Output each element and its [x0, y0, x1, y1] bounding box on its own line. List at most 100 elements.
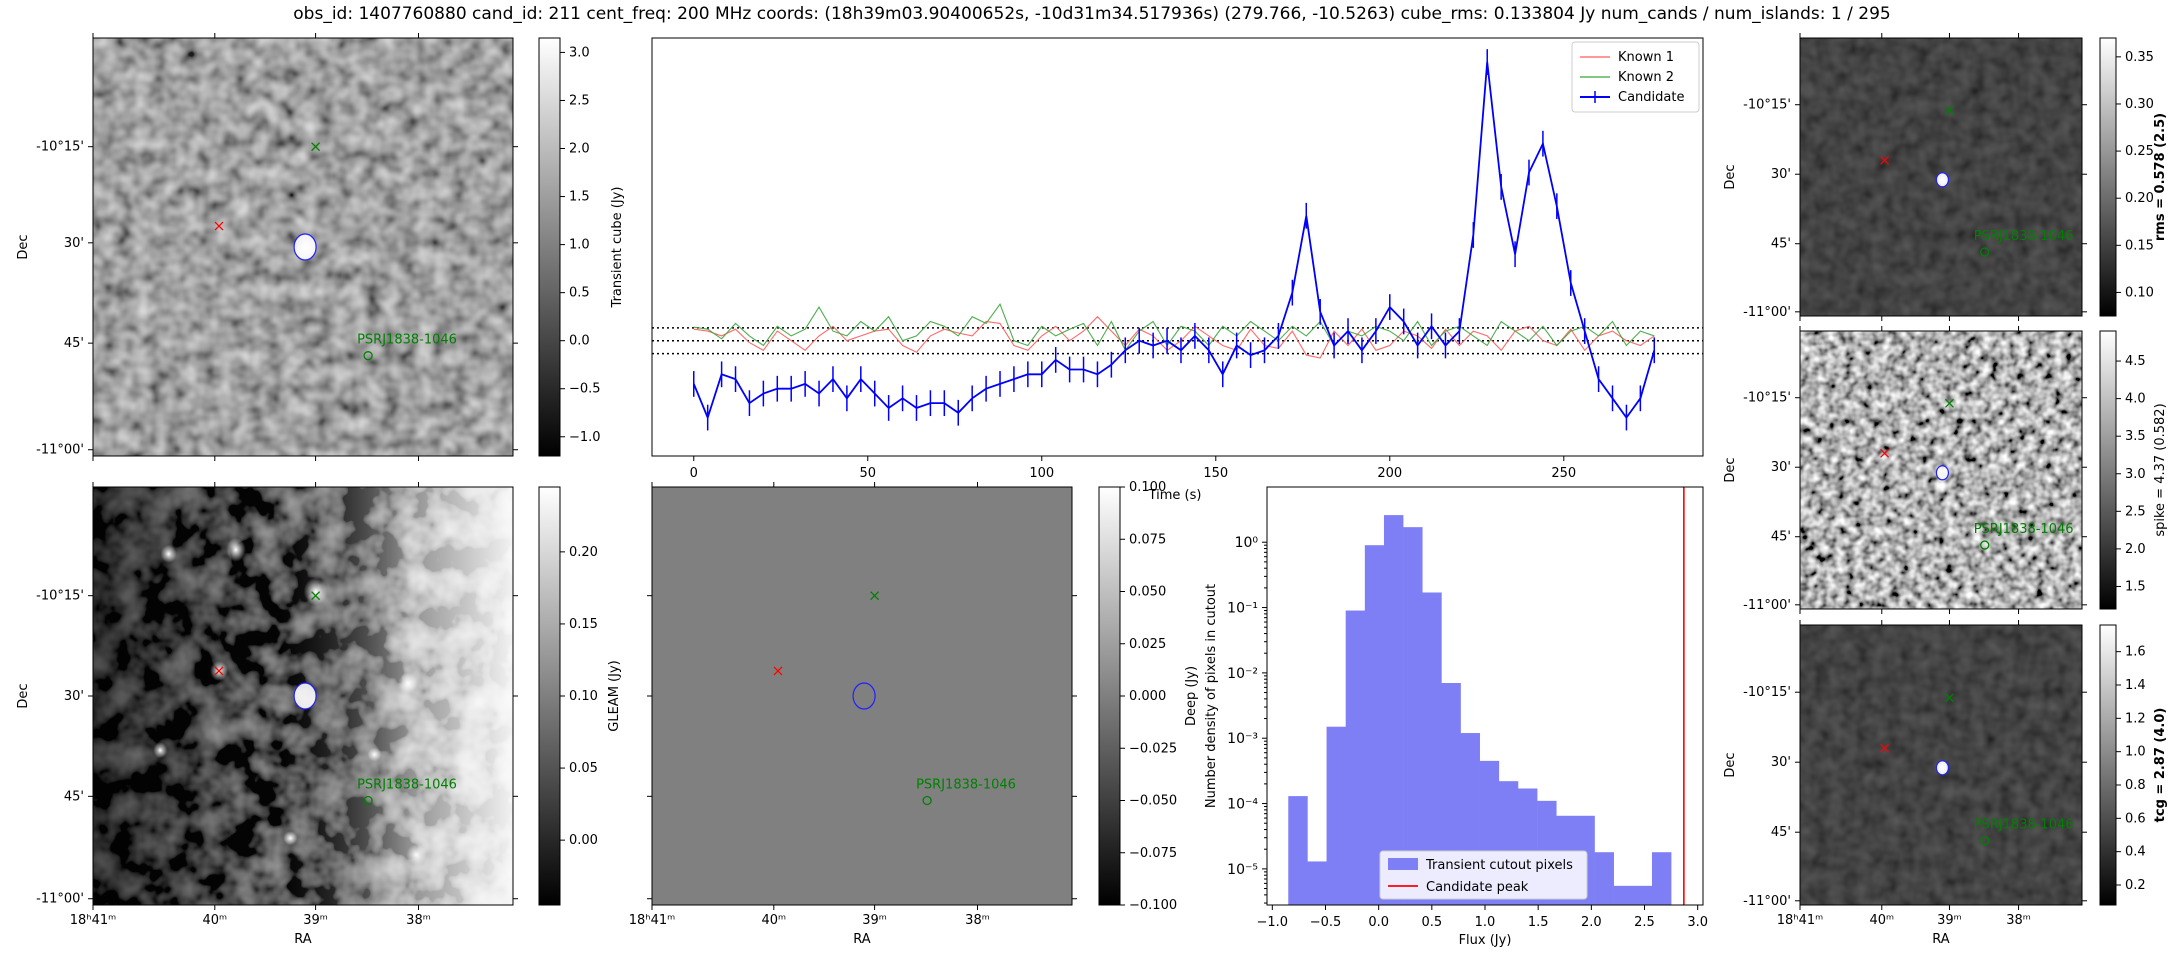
x-tick-label: 2.0 — [1581, 915, 1602, 930]
tcg-cutout-image — [1800, 625, 2082, 905]
red-cross-marker — [214, 666, 224, 676]
deep-colorbar: 0.100 0.075 0.050 0.025 0.000 −0.025 −0.050 −0.… — [1098, 480, 1199, 913]
gleam-colorbar: 0.20 0.15 0.10 0.05 0.00 GLEAM (Jy) — [538, 486, 622, 906]
rms-colorbar: 0.35 0.30 0.25 0.20 0.15 0.10 rms = 0.578 (2.5… — [2099, 37, 2168, 317]
gleam-cutout: PSRJ1838-1046 -10°15' 30' 45' -11°00' Dec 18ʰ4… — [16, 482, 518, 947]
green-cross-marker — [870, 591, 880, 601]
lightcurve-legend: Known 1 Known 2 Candidate — [1571, 41, 1700, 113]
pulsar-marker — [1980, 247, 1990, 257]
x-tick-label: 1.0 — [1475, 915, 1496, 930]
dec-tick-label: 30' — [1771, 460, 1791, 475]
gleam-cutout-bright-source — [160, 544, 177, 563]
dec-tick-label: -11°00' — [36, 443, 84, 458]
colorbar-tick-label: 0.25 — [2125, 144, 2154, 159]
x-tick-label: 100 — [1029, 466, 1054, 481]
x-tick-label: 250 — [1551, 466, 1576, 481]
histogram-bar — [1326, 726, 1346, 905]
legend-label: Known 2 — [1618, 70, 1674, 85]
colorbar-tick-label: 0.30 — [2125, 97, 2154, 112]
deep-colorbar-label: Deep (Jy) — [1184, 666, 1199, 726]
green-cross-marker — [1945, 693, 1954, 703]
pulsar-label: PSRJ1838-1046 — [357, 333, 457, 348]
colorbar-tick-label: 0.20 — [2125, 191, 2154, 206]
histogram-bar — [1383, 515, 1404, 905]
dec-axis-label: Dec — [16, 683, 31, 708]
legend-swatch — [1388, 858, 1418, 870]
transient_cube-colorbar-gradient — [538, 37, 561, 457]
figure-title: obs_id: 1407760880 cand_id: 211 cent_fre… — [293, 4, 1891, 24]
x-axis-label: Flux (Jy) — [1459, 933, 1512, 948]
colorbar-tick-label: −0.5 — [569, 382, 601, 397]
dec-tick-label: 45' — [1771, 825, 1791, 840]
colorbar-tick-label: 1.2 — [2125, 711, 2146, 726]
dec-tick-label: 45' — [64, 336, 84, 351]
gleam-cutout-image — [93, 487, 513, 905]
ra-axis-label: RA — [294, 932, 312, 947]
x-tick-label: 3.0 — [1687, 915, 1708, 930]
legend-box — [1379, 850, 1588, 900]
colorbar-tick-label: 4.0 — [2125, 392, 2146, 407]
tcg-cutout: PSRJ1838-1046 -10°15' 30' 45' -11°00' Dec 18ʰ4… — [1723, 620, 2087, 947]
gleam-cutout-bright-source — [283, 831, 298, 846]
colorbar-tick-label: −0.050 — [1129, 794, 1177, 809]
candidate-contour — [1935, 172, 1950, 188]
colorbar-tick-label: 0.0 — [569, 334, 590, 349]
histogram-bar — [1422, 592, 1442, 905]
dec-tick-label: 30' — [1771, 755, 1791, 770]
y-tick-label: 10⁻¹ — [1227, 601, 1258, 617]
tcg-colorbar: 1.6 1.4 1.2 1.0 0.8 0.6 0.4 0.2 tcg = 2.87 (4.0) — [2099, 624, 2168, 906]
spike-colorbar-gradient — [2099, 330, 2117, 610]
gleam-cutout-bright-source — [398, 672, 418, 695]
dec-tick-label: -11°00' — [1743, 305, 1791, 320]
tcg-colorbar-gradient — [2099, 624, 2117, 906]
colorbar-tick-label: 0.000 — [1129, 689, 1166, 704]
ra-tick-label: 40ᵐ — [202, 913, 227, 928]
colorbar-tick-label: 1.5 — [2125, 579, 2146, 594]
transient_cube-colorbar: 3.0 2.5 2.0 1.5 1.0 0.5 0.0 −0.5 −1.0 Transient c… — [538, 37, 625, 457]
legend-label: Transient cutout pixels — [1425, 858, 1573, 873]
dec-tick-label: -10°15' — [1743, 685, 1791, 700]
ra-tick-label: 39ᵐ — [862, 913, 887, 928]
dec-axis-label: Dec — [1723, 752, 1738, 777]
dec-tick-label: -11°00' — [1743, 894, 1791, 909]
series-line-known-2 — [693, 303, 1655, 352]
red-cross-marker — [1880, 743, 1890, 753]
dec-tick-label: -11°00' — [1743, 598, 1791, 613]
colorbar-tick-label: 0.5 — [569, 286, 590, 301]
x-tick-label: 50 — [859, 466, 876, 481]
ra-tick-label: 18ʰ41ᵐ — [1777, 913, 1823, 928]
pulsar-label: PSRJ1838-1046 — [1974, 229, 2074, 244]
rms-cutout-image — [1800, 38, 2082, 316]
gleam-colorbar-label: GLEAM (Jy) — [607, 660, 622, 731]
spike-colorbar: 4.5 4.0 3.5 3.0 2.5 2.0 1.5 spike = 4.37 (0.582… — [2099, 330, 2168, 610]
x-tick-label: −1.0 — [1257, 915, 1289, 930]
y-axis-label: Number density of pixels in cutout — [1204, 584, 1219, 808]
green-cross-marker — [311, 591, 321, 601]
ra-tick-label: 40ᵐ — [761, 913, 786, 928]
colorbar-tick-label: 2.5 — [569, 93, 590, 108]
histogram-bar — [1403, 527, 1423, 905]
candidate-contour — [1935, 760, 1950, 776]
ra-tick-label: 38ᵐ — [965, 913, 990, 928]
colorbar-tick-label: 0.075 — [1129, 532, 1166, 547]
colorbar-tick-label: 0.2 — [2125, 878, 2146, 893]
pulsar-marker — [922, 795, 932, 806]
colorbar-tick-label: 0.00 — [569, 833, 598, 848]
ra-axis-label: RA — [1932, 932, 1950, 947]
transient-cube-cutout: PSRJ1838-1046 -10°15' 30' 45' -11°00' Dec — [16, 33, 518, 461]
colorbar-tick-label: −0.025 — [1129, 741, 1177, 756]
legend-label: Candidate — [1618, 90, 1684, 105]
green-cross-marker — [1945, 398, 1954, 408]
x-axis-label: Time (s) — [1148, 488, 1202, 503]
x-tick-label: 1.5 — [1528, 915, 1549, 930]
colorbar-tick-label: 4.5 — [2125, 354, 2146, 369]
histogram-bar — [1307, 861, 1327, 905]
colorbar-tick-label: 0.05 — [569, 761, 598, 776]
y-tick-label: 10⁻² — [1227, 666, 1258, 682]
ra-tick-label: 18ʰ41ᵐ — [70, 913, 116, 928]
colorbar-tick-label: 2.0 — [2125, 542, 2146, 557]
rms-cutout: PSRJ1838-1046 -10°15' 30' 45' -11°00' Dec — [1723, 33, 2087, 321]
y-tick-label: 10⁻⁴ — [1227, 797, 1258, 813]
candidate-contour — [293, 233, 317, 261]
